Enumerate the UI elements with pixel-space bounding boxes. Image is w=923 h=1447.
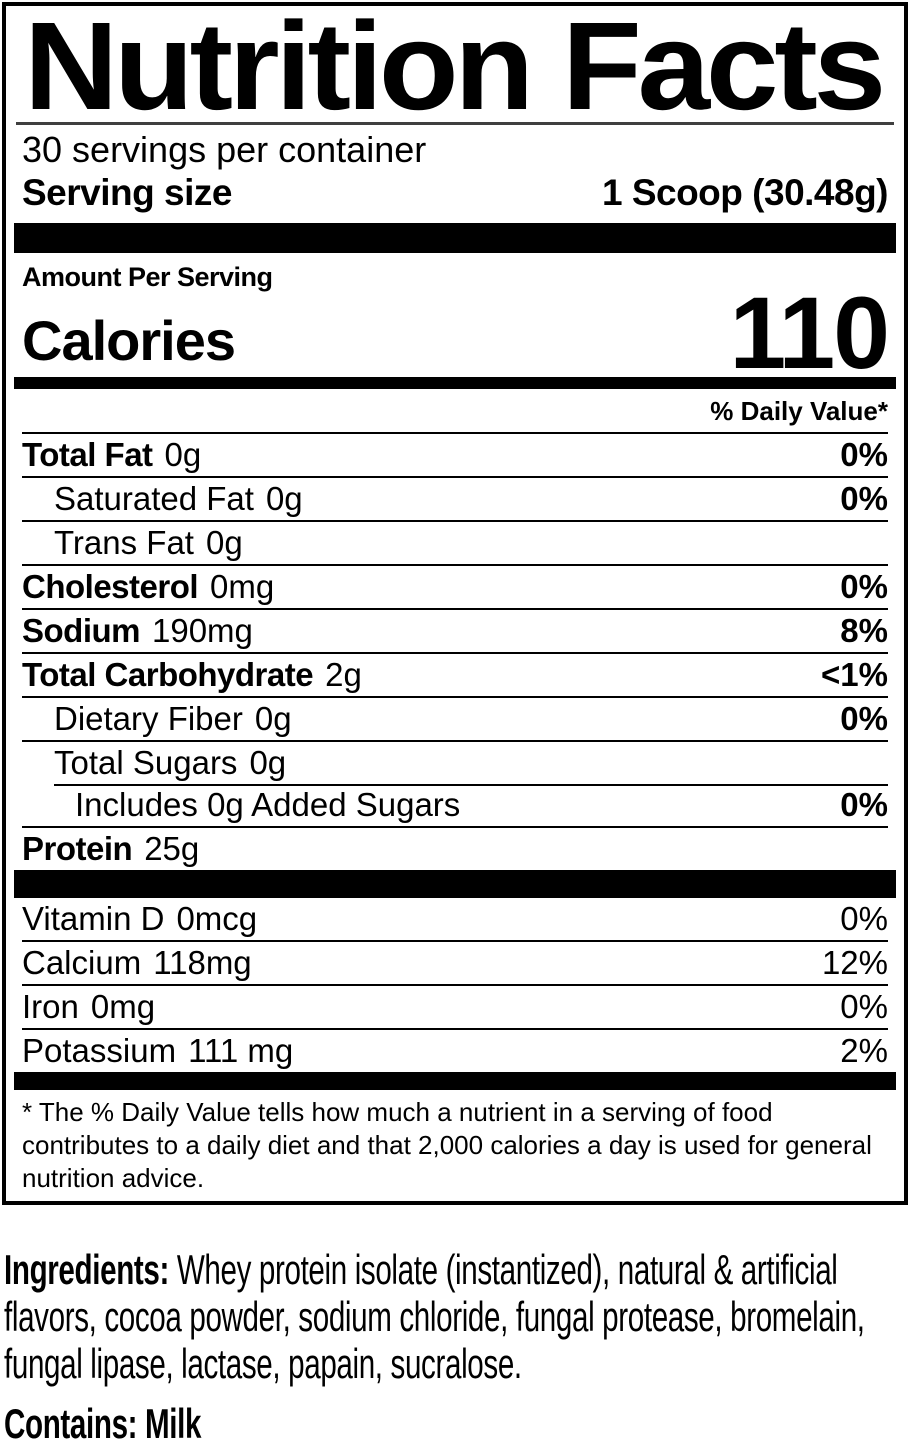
nutrient-amount: 0mg — [210, 568, 275, 605]
nutrient-name: Total Carbohydrate — [22, 656, 314, 693]
nutrient-amount: 25g — [144, 830, 200, 867]
nutrient-name: Saturated Fat — [54, 480, 254, 517]
nutrient-amount: 0g — [164, 436, 202, 473]
nutrient-name-and-amount: Cholesterol 0mg — [22, 570, 274, 604]
amount-per-serving-label: Amount Per Serving — [22, 262, 273, 292]
micronutrient-row: Potassium 111 mg 2% — [22, 1028, 888, 1072]
daily-value-percent: 0% — [840, 988, 888, 1025]
ingredients-text: Whey protein isolate (instantized), natu… — [4, 1246, 865, 1387]
nutrient-amount: 118mg — [153, 944, 252, 981]
nutrient-amount: 0g — [265, 480, 303, 517]
nutrient-name: Sodium — [22, 612, 141, 649]
nutrient-name: Trans Fat — [54, 524, 194, 561]
nutrient-amount: 0mg — [90, 988, 156, 1025]
nutrient-name: Dietary Fiber — [54, 700, 243, 737]
protein-bar-divider — [14, 870, 896, 898]
nutrient-amount: 2g — [325, 656, 362, 693]
title-text: Nutrition Facts — [24, 12, 882, 116]
nutrient-amount: 0g — [205, 524, 243, 561]
nutrient-name-and-amount: Total Sugars 0g — [22, 746, 286, 780]
daily-value-percent: 12% — [821, 944, 888, 981]
nutrition-facts-title: Nutrition Facts — [24, 12, 886, 116]
nutrient-name: Total Fat — [22, 436, 153, 473]
serving-size-value: 1 Scoop (30.48g) — [601, 172, 889, 213]
contains-label: Contains: — [4, 1400, 138, 1447]
nutrient-row: Sodium 190mg 8% — [22, 608, 888, 652]
nutrient-name-and-amount: Dietary Fiber 0g — [22, 702, 292, 736]
nutrient-amount: 111 mg — [188, 1032, 294, 1069]
nutrient-row: Includes 0g Added Sugars 0% — [22, 784, 888, 826]
daily-value-percent: 0% — [840, 786, 888, 823]
nutrient-name-and-amount: Trans Fat 0g — [22, 526, 243, 560]
nutrition-facts-panel: Nutrition Facts 30 servings per containe… — [2, 2, 908, 1205]
medium-bar-divider — [14, 377, 896, 389]
nutrient-name-and-amount: Includes 0g Added Sugars — [22, 788, 460, 822]
nutrient-name: Calcium — [22, 944, 142, 981]
calories-value: 110 — [729, 275, 890, 390]
daily-value-percent: 2% — [840, 1032, 888, 1069]
nutrient-name: Potassium — [22, 1032, 177, 1069]
ingredients-label: Ingredients: — [4, 1246, 169, 1293]
nutrient-name: Total Sugars — [54, 744, 238, 781]
serving-size-row: Serving size 1 Scoop (30.48g) — [22, 171, 889, 215]
nutrient-name-and-amount: Total Carbohydrate 2g — [22, 658, 362, 692]
contains-statement: Contains: Milk — [4, 1400, 923, 1447]
title-divider — [16, 122, 894, 125]
nutrient-name: Iron — [22, 988, 79, 1025]
micronutrient-row: Calcium 118mg 12% — [22, 940, 888, 984]
nutrient-row: Total Sugars 0g — [22, 740, 888, 784]
daily-value-percent: 0% — [840, 480, 888, 517]
calories-row: Calories 110 — [22, 275, 890, 390]
nutrient-amount: 0mcg — [176, 900, 258, 937]
nutrient-name-and-amount: Protein 25g — [22, 832, 199, 866]
nutrient-row: Total Fat 0g 0% — [22, 434, 888, 476]
nutrient-row: Trans Fat 0g — [22, 520, 888, 564]
nutrient-name-and-amount: Total Fat 0g — [22, 438, 201, 472]
nutrient-row: Dietary Fiber 0g 0% — [22, 696, 888, 740]
nutrient-row: Protein 25g — [22, 826, 888, 870]
nutrient-rows: Total Fat 0g 0% Saturated Fat 0g 0% Trans Fat 0… — [22, 434, 888, 870]
serving-size-label: Serving size — [22, 172, 232, 213]
nutrient-name: Vitamin D — [22, 900, 165, 937]
servings-per-container: 30 servings per container — [22, 129, 427, 170]
daily-value-percent: 8% — [840, 612, 888, 649]
nutrient-name: Protein — [22, 830, 133, 867]
micronutrient-row: Iron 0mg 0% — [22, 984, 888, 1028]
nutrient-amount: 190mg — [152, 612, 253, 649]
daily-value-footnote: * The % Daily Value tells how much a nut… — [22, 1097, 872, 1193]
nutrient-row: Total Carbohydrate 2g <1% — [22, 652, 888, 696]
daily-value-percent: <1% — [821, 656, 888, 693]
nutrient-name: Cholesterol — [22, 568, 199, 605]
daily-value-percent: 0% — [840, 900, 888, 937]
nutrient-name-and-amount: Sodium 190mg — [22, 614, 253, 648]
contains-text: Milk — [137, 1400, 202, 1447]
nutrient-name-and-amount: Iron 0mg — [22, 990, 155, 1024]
daily-value-percent: 0% — [840, 568, 888, 605]
nutrient-name-and-amount: Calcium 118mg — [22, 946, 252, 980]
ingredients-statement: Ingredients: Whey protein isolate (insta… — [4, 1246, 923, 1387]
below-panel-section: Ingredients: Whey protein isolate (insta… — [4, 1246, 923, 1447]
nutrient-row: Cholesterol 0mg 0% — [22, 564, 888, 608]
calories-label: Calories — [22, 308, 236, 372]
nutrient-row: Saturated Fat 0g 0% — [22, 476, 888, 520]
daily-value-percent: 0% — [840, 700, 888, 737]
nutrient-name: Includes 0g Added Sugars — [75, 786, 461, 823]
nutrient-amount: 0g — [254, 700, 292, 737]
nutrient-name-and-amount: Vitamin D 0mcg — [22, 902, 257, 936]
daily-value-percent: 0% — [840, 436, 888, 473]
daily-value-header: % Daily Value* — [22, 389, 888, 434]
nutrient-name-and-amount: Potassium 111 mg — [22, 1034, 293, 1068]
nutrient-amount: 0g — [249, 744, 287, 781]
micronutrient-row: Vitamin D 0mcg 0% — [22, 898, 888, 940]
nutrient-name-and-amount: Saturated Fat 0g — [22, 482, 303, 516]
micronutrient-rows: Vitamin D 0mcg 0% Calcium 118mg 12% Iron 0mg 0% P… — [22, 898, 888, 1072]
thick-bar-divider — [14, 223, 896, 253]
micro-bar-divider — [14, 1072, 896, 1090]
